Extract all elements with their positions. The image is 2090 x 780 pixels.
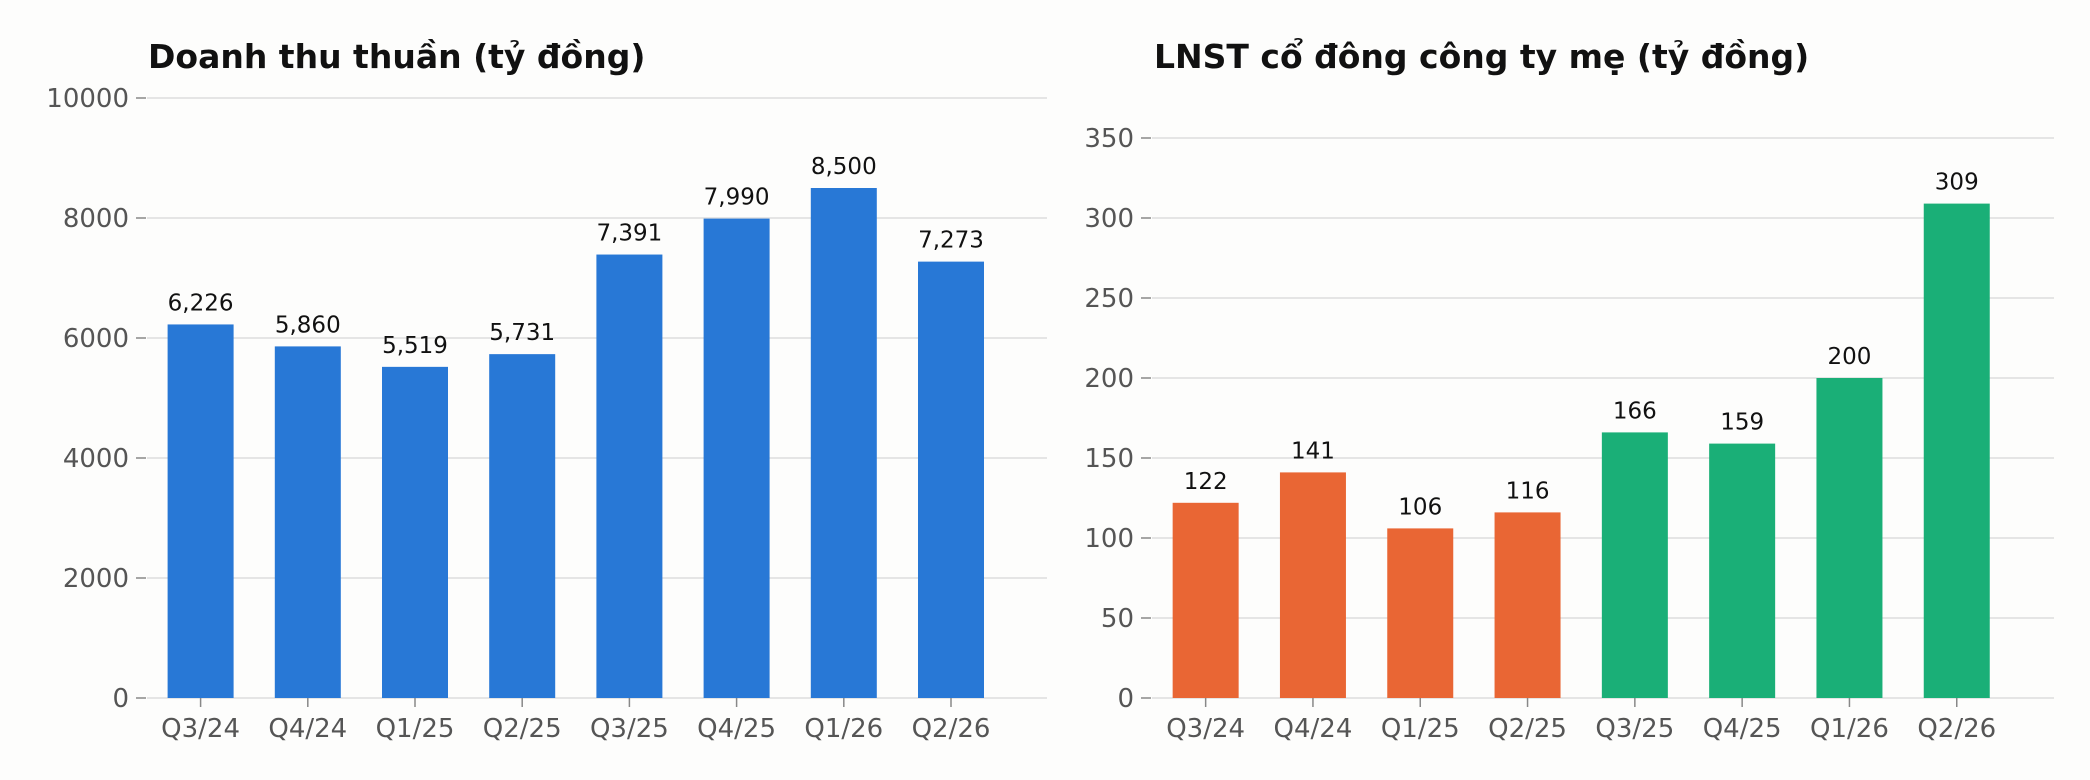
profit-value-label: 116 [1506,478,1550,504]
revenue-value-label: 7,273 [918,228,984,254]
profit-chart: LNST cổ đông công ty mẹ (tỷ đồng) 0 50 100… [1084,36,2054,744]
revenue-value-label: 6,226 [168,290,234,316]
revenue-bar [703,218,770,698]
profit-bar [1387,528,1454,698]
profit-x-tick-label: Q2/26 [1917,714,1996,744]
profit-y-tick-label: 100 [1084,524,1134,554]
revenue-bar [918,261,984,698]
profit-value-label: 159 [1720,410,1764,436]
revenue-x-tick-label: Q2/26 [912,714,991,744]
profit-value-label: 122 [1184,469,1228,495]
revenue-value-label: 8,500 [811,154,877,180]
profit-x-tick-label: Q4/24 [1274,714,1353,744]
profit-bar [1494,512,1561,698]
revenue-y-tick-label: 8000 [63,204,129,234]
profit-x-tick-label: Q3/24 [1166,714,1245,744]
revenue-chart-title: Doanh thu thuần (tỷ đồng) [148,37,645,76]
profit-y-tick-label: 350 [1084,124,1134,154]
revenue-y-tick-label: 0 [112,684,129,714]
profit-x-tick-label: Q1/25 [1381,714,1460,744]
profit-value-label: 141 [1291,438,1335,464]
profit-y-tick-label: 150 [1084,444,1134,474]
revenue-y-tick-label: 2000 [63,564,129,594]
revenue-bar [489,354,556,698]
profit-x-tick-label: Q4/25 [1703,714,1782,744]
revenue-y-tick-label: 10000 [46,84,129,114]
revenue-bar [167,324,234,698]
profit-x-tick-label: Q3/25 [1595,714,1674,744]
revenue-value-label: 5,519 [382,333,448,359]
profit-bar [1279,472,1346,698]
revenue-value-label: 7,990 [704,185,770,211]
profit-chart-title: LNST cổ đông công ty mẹ (tỷ đồng) [1154,36,1809,76]
profit-x-tick-label: Q1/26 [1810,714,1889,744]
profit-y-tick-label: 200 [1084,364,1134,394]
profit-y-tick-label: 250 [1084,284,1134,314]
profit-y-tick-label: 300 [1084,204,1134,234]
revenue-value-label: 5,731 [489,320,555,346]
revenue-x-tick-label: Q2/25 [483,714,562,744]
profit-bar [1923,203,1990,698]
profit-bar [1816,378,1883,698]
revenue-bar [596,254,663,699]
profit-y-tick-label: 0 [1117,684,1134,714]
profit-x-tick-label: Q2/25 [1488,714,1567,744]
profit-y-tick-label: 50 [1101,604,1134,634]
profit-bar [1601,432,1668,698]
profit-bar [1172,502,1239,698]
revenue-bar [382,366,448,698]
revenue-x-tick-label: Q3/24 [161,714,240,744]
revenue-value-label: 5,860 [275,312,341,338]
revenue-x-tick-label: Q1/25 [376,714,455,744]
revenue-x-tick-label: Q3/25 [590,714,669,744]
profit-value-label: 309 [1935,170,1979,196]
profit-plot-area: 0 50 100 150 200 250 300 350 122 Q3/24 141 Q4/24 106… [1084,124,2054,744]
profit-value-label: 106 [1398,494,1442,520]
revenue-chart: Doanh thu thuần (tỷ đồng) 0 2000 4000 6000 8… [46,37,1047,744]
revenue-plot-area: 0 2000 4000 6000 8000 10000 6,226 Q3/24 5,860 Q4/… [46,84,1047,744]
profit-value-label: 200 [1827,344,1871,370]
revenue-bar [810,188,877,698]
revenue-x-tick-label: Q4/24 [268,714,347,744]
revenue-value-label: 7,391 [596,221,662,247]
profit-value-label: 166 [1613,398,1657,424]
revenue-x-tick-label: Q1/26 [804,714,883,744]
revenue-x-tick-label: Q4/25 [697,714,776,744]
revenue-bar [274,346,341,698]
revenue-y-tick-label: 6000 [63,324,129,354]
profit-bar [1709,443,1776,698]
revenue-y-tick-label: 4000 [63,444,129,474]
